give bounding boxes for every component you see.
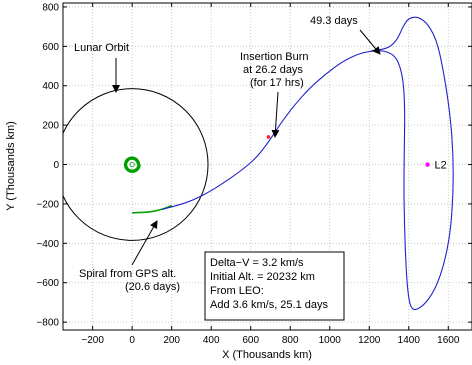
l2-marker [425, 162, 430, 167]
annotation-insertion-2: at 26.2 days [243, 64, 303, 76]
annotation-lunar-orbit: Lunar Orbit [74, 42, 129, 54]
y-axis-ticks: −800 −600 −400 −200 0 200 400 600 800 [36, 2, 472, 329]
arrow-49-days [359, 29, 381, 55]
annotation-insertion-1: Insertion Burn [240, 51, 308, 63]
info-box [204, 251, 345, 321]
y-tick-label: −800 [36, 318, 59, 329]
gps-spiral [123, 156, 141, 173]
info-box-line-1: Delta−V = 3.2 km/s [210, 257, 304, 269]
y-axis-label: Y (Thousands km) [5, 121, 17, 211]
info-box-line-2: Initial Alt. = 20232 km [210, 271, 315, 283]
y-tick-label: 800 [42, 2, 59, 13]
arrow-insertion-burn [271, 91, 280, 138]
x-tick-label: 400 [203, 335, 220, 346]
x-tick-label: 800 [282, 335, 299, 346]
annotation-spiral-1: Spiral from GPS alt. [79, 268, 176, 280]
x-tick-label: 0 [129, 335, 135, 346]
earth-marker [129, 161, 135, 168]
plot-frame [62, 2, 472, 331]
x-tick-label: 1200 [358, 335, 381, 346]
info-box-line-4: Add 3.6 km/s, 25.1 days [210, 299, 329, 311]
x-axis-label: X (Thousands km) [222, 349, 312, 361]
annotation-49-days: 49.3 days [310, 15, 358, 27]
x-tick-label: −200 [81, 335, 104, 346]
x-tick-label: 1400 [398, 335, 421, 346]
grid-lines [63, 3, 472, 330]
gps-spiral-path [123, 156, 141, 173]
x-tick-label: 200 [163, 335, 180, 346]
x-axis-ticks: −200 0 200 400 600 800 1000 1200 1400 1600 [81, 3, 460, 346]
y-tick-label: −400 [36, 239, 59, 250]
annotation-insertion-3: (for 17 hrs) [250, 77, 304, 89]
y-tick-label: 600 [42, 42, 59, 53]
x-tick-label: 1600 [437, 335, 460, 346]
l2-label: L2 [435, 160, 447, 172]
y-tick-label: 200 [42, 121, 59, 132]
y-tick-label: 400 [42, 81, 59, 92]
y-tick-label: 0 [53, 160, 59, 171]
lunar-orbit-circle [63, 88, 209, 241]
info-box-line-3: From LEO: [210, 285, 264, 297]
arrow-spiral [131, 220, 158, 266]
y-tick-label: −600 [36, 278, 59, 289]
insertion-burn-marker [266, 135, 271, 139]
x-tick-label: 600 [242, 335, 259, 346]
x-tick-label: 1000 [319, 335, 342, 346]
y-tick-label: −200 [36, 199, 59, 210]
annotation-spiral-2: (20.6 days) [125, 281, 180, 293]
